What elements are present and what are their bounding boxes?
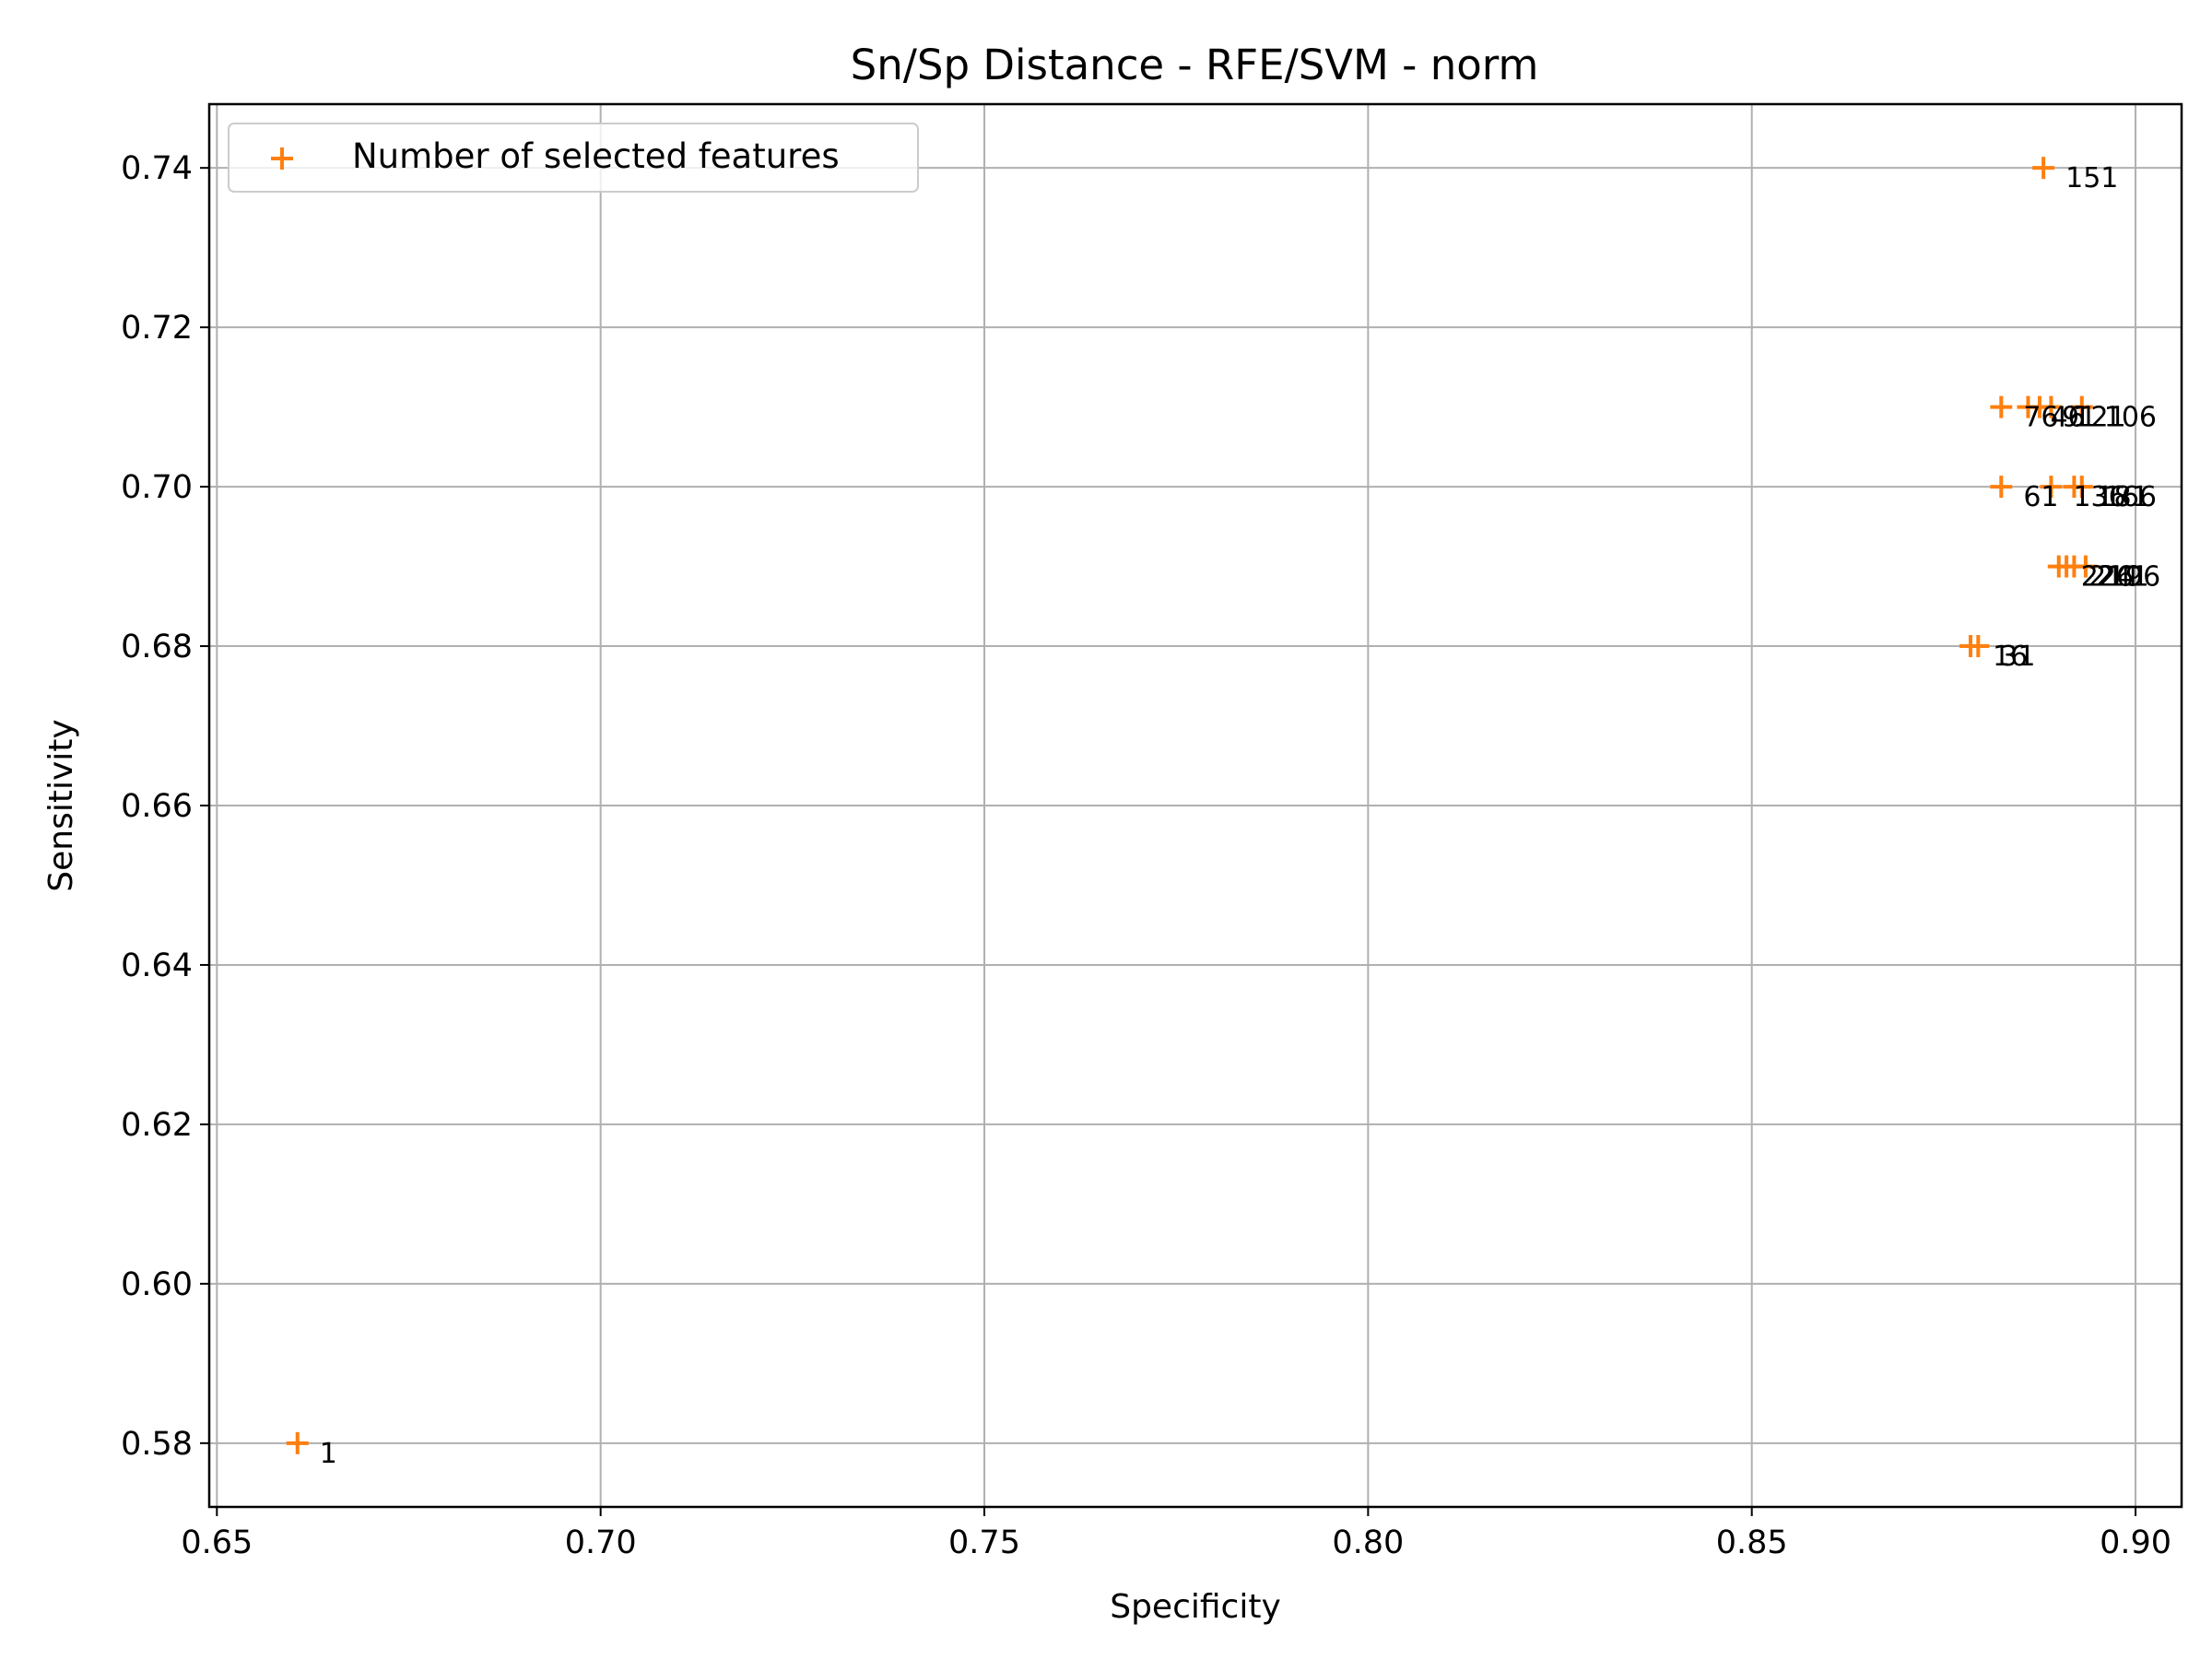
y-tick-label: 0.74 (121, 150, 193, 187)
axis-ticks: 0.65 0.70 0.75 0.80 0.85 0.90 0.58 0.60 0.62 0.64… (121, 150, 2171, 1561)
legend: Number of selected features (228, 123, 919, 193)
data-point-label: 76 (2023, 402, 2058, 434)
data-point-label: 121 (2073, 402, 2125, 434)
data-point-label: 196 (2108, 561, 2160, 594)
data-point-label: 241 (2096, 561, 2148, 594)
data-point-label: 226 (2081, 561, 2134, 594)
data-point-marker (286, 1431, 309, 1454)
legend-box (228, 123, 919, 193)
y-tick-label: 0.66 (121, 788, 193, 825)
data-point-marker (2032, 157, 2055, 180)
y-axis-label: Sensitivity (42, 719, 80, 891)
y-tick-label: 0.64 (121, 947, 193, 984)
plot-area-frame (207, 102, 2183, 1509)
data-point-label: 181 (2096, 481, 2148, 513)
data-point-label: 136 (2073, 481, 2125, 513)
chart-title: Sn/Sp Distance - RFE/SVM - norm (851, 41, 1539, 89)
y-tick-label: 0.68 (121, 629, 193, 665)
data-point-marker (1990, 395, 2013, 418)
data-point-marker (1967, 635, 1990, 658)
x-tick-label: 0.75 (948, 1524, 1020, 1561)
x-tick-label: 0.85 (1716, 1524, 1788, 1561)
legend-marker-icon (271, 147, 293, 170)
data-point-label: 61 (2023, 481, 2058, 513)
y-tick-label: 0.60 (121, 1266, 193, 1303)
legend-label: Number of selected features (352, 136, 840, 176)
data-point-marker (2040, 476, 2063, 499)
data-point-label: 46 (2050, 402, 2085, 434)
data-point-marker (2074, 555, 2097, 578)
x-tick-label: 0.65 (181, 1524, 253, 1561)
x-tick-label: 0.80 (1332, 1524, 1404, 1561)
data-point-label: 166 (2104, 481, 2157, 513)
grid-lines (209, 104, 2182, 1507)
data-point-label: 1 (320, 1438, 337, 1470)
data-point-label: 211 (2088, 561, 2141, 594)
y-tick-label: 0.62 (121, 1107, 193, 1144)
y-tick-label: 0.58 (121, 1426, 193, 1463)
data-point-label: 91 (2062, 402, 2097, 434)
data-point-marker (2040, 395, 2063, 418)
data-point-label: 31 (2000, 641, 2035, 673)
data-point-label: 106 (2104, 402, 2157, 434)
x-tick-label: 0.90 (2100, 1524, 2171, 1561)
data-point-marker (2070, 395, 2093, 418)
x-tick-label: 0.70 (565, 1524, 637, 1561)
y-tick-label: 0.72 (121, 310, 193, 347)
x-axis-label: Specificity (1110, 1588, 1281, 1626)
data-point-marker (1990, 476, 2013, 499)
data-point-label: 151 (2065, 162, 2118, 194)
y-tick-label: 0.70 (121, 469, 193, 506)
data-point-marker (2070, 476, 2093, 499)
data-points (286, 157, 2097, 1454)
data-point-label: 16 (1993, 641, 2028, 673)
